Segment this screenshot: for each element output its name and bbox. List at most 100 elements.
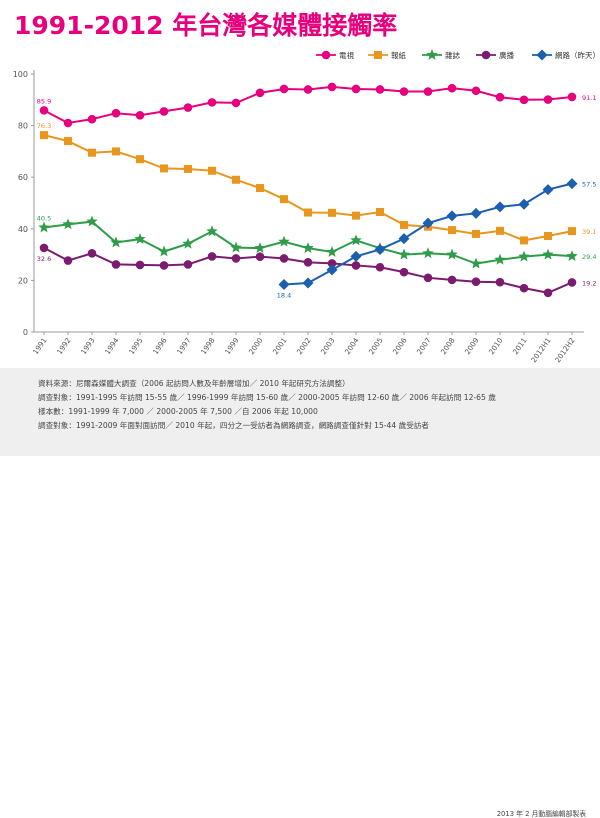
- x-tick-label: 2000: [247, 336, 265, 356]
- data-point: [232, 175, 240, 184]
- data-point: [543, 95, 553, 104]
- data-point: [326, 264, 338, 276]
- media-contact-line-chart: 0 20 40 60 80 100 1991 1992 1993 1994 1995 1996 1997…: [13, 49, 600, 364]
- data-point: [350, 234, 362, 246]
- data-point: [495, 92, 505, 102]
- data-point: [278, 279, 290, 291]
- data-point: [519, 283, 529, 293]
- x-tick-label: 2008: [439, 336, 457, 356]
- data-label: 57.5: [582, 181, 596, 189]
- y-tick-label: 0: [23, 328, 28, 337]
- data-point: [88, 148, 96, 157]
- data-point: [542, 248, 554, 260]
- data-point: [110, 236, 122, 248]
- data-point: [135, 260, 145, 270]
- note-line: 資料來源：尼爾森媒體大調查（2006 起訪問人數及年齡層增加／ 2010 年起研…: [38, 379, 350, 388]
- data-point: [62, 218, 74, 230]
- data-point: [496, 226, 504, 235]
- data-point: [446, 210, 458, 222]
- data-point: [422, 247, 434, 259]
- data-point: [63, 118, 73, 128]
- data-label: 29.4: [582, 253, 596, 261]
- data-point: [542, 184, 554, 196]
- data-point: [470, 257, 482, 269]
- data-point: [87, 114, 97, 124]
- data-label: 85.9: [37, 97, 51, 105]
- data-point: [568, 227, 576, 236]
- data-label: 39.1: [582, 228, 596, 236]
- data-point: [446, 248, 458, 260]
- data-point: [567, 278, 577, 287]
- data-point: [350, 250, 362, 262]
- page-title: 1991-2012 年台灣各媒體接觸率: [14, 11, 398, 40]
- legend-marker: [481, 50, 491, 60]
- legend-marker: [426, 49, 438, 60]
- data-point: [423, 87, 433, 96]
- x-tick-label: 1993: [79, 336, 97, 356]
- data-point: [519, 95, 529, 105]
- note-line: 調查對象：1991-1995 年訪問 15-55 歲／ 1996-1999 年訪…: [38, 393, 496, 402]
- x-tick-label: 1992: [55, 336, 73, 356]
- y-tick-label: 80: [18, 122, 28, 131]
- data-label: 32.6: [37, 255, 51, 263]
- note-line: 調查對象：1991-2009 年面對面訪問／ 2010 年起，四分之一受訪者為網…: [38, 421, 430, 430]
- data-point: [566, 250, 578, 261]
- series-line: [43, 134, 573, 242]
- data-point: [159, 107, 169, 116]
- data-point: [302, 277, 314, 289]
- x-tick-label: 2011: [511, 336, 529, 356]
- data-point: [422, 217, 434, 229]
- data-point: [398, 248, 410, 260]
- data-point: [183, 103, 193, 112]
- data-point: [111, 108, 121, 118]
- x-tick-label: 1994: [103, 336, 121, 356]
- data-point: [376, 208, 384, 217]
- data-point: [327, 82, 337, 92]
- data-point: [158, 245, 170, 257]
- data-point: [518, 250, 530, 262]
- x-tick-label: 2004: [343, 336, 361, 356]
- legend-marker: [374, 51, 382, 59]
- x-tick-label: 2005: [367, 336, 385, 356]
- x-tick-label: 2010: [487, 336, 505, 356]
- data-point: [160, 164, 168, 173]
- legend-label: 報紙: [391, 50, 406, 60]
- data-point: [278, 235, 290, 247]
- data-point: [279, 84, 289, 94]
- data-point: [63, 256, 73, 265]
- x-tick-label: 2007: [415, 336, 433, 356]
- data-point: [134, 233, 146, 244]
- data-point: [112, 147, 120, 156]
- data-point: [494, 253, 506, 265]
- x-tick-label: 2001: [271, 336, 289, 356]
- data-point: [472, 229, 480, 238]
- data-point: [399, 87, 409, 96]
- data-point: [352, 211, 360, 220]
- data-point: [230, 241, 242, 253]
- data-point: [207, 98, 217, 107]
- data-point: [351, 261, 361, 270]
- x-tick-label: 2006: [391, 336, 409, 356]
- data-point: [566, 178, 578, 190]
- data-point: [423, 273, 433, 283]
- data-label: 40.5: [37, 215, 51, 223]
- data-label: 76.3: [37, 122, 51, 130]
- data-point: [520, 236, 528, 245]
- legend-marker: [536, 49, 548, 61]
- data-point: [447, 275, 457, 285]
- data-label: 91.1: [582, 94, 596, 102]
- data-point: [326, 246, 338, 257]
- legend-label: 廣播: [499, 50, 514, 60]
- data-point: [135, 110, 145, 120]
- data-point: [543, 288, 553, 298]
- data-point: [38, 221, 50, 233]
- data-point: [448, 226, 456, 235]
- data-point: [183, 260, 193, 269]
- data-point: [86, 215, 98, 227]
- data-point: [39, 243, 49, 253]
- data-point: [256, 184, 264, 193]
- data-point: [375, 262, 385, 272]
- data-point: [231, 254, 241, 263]
- data-point: [303, 258, 313, 267]
- x-tick-label: 1996: [151, 336, 169, 356]
